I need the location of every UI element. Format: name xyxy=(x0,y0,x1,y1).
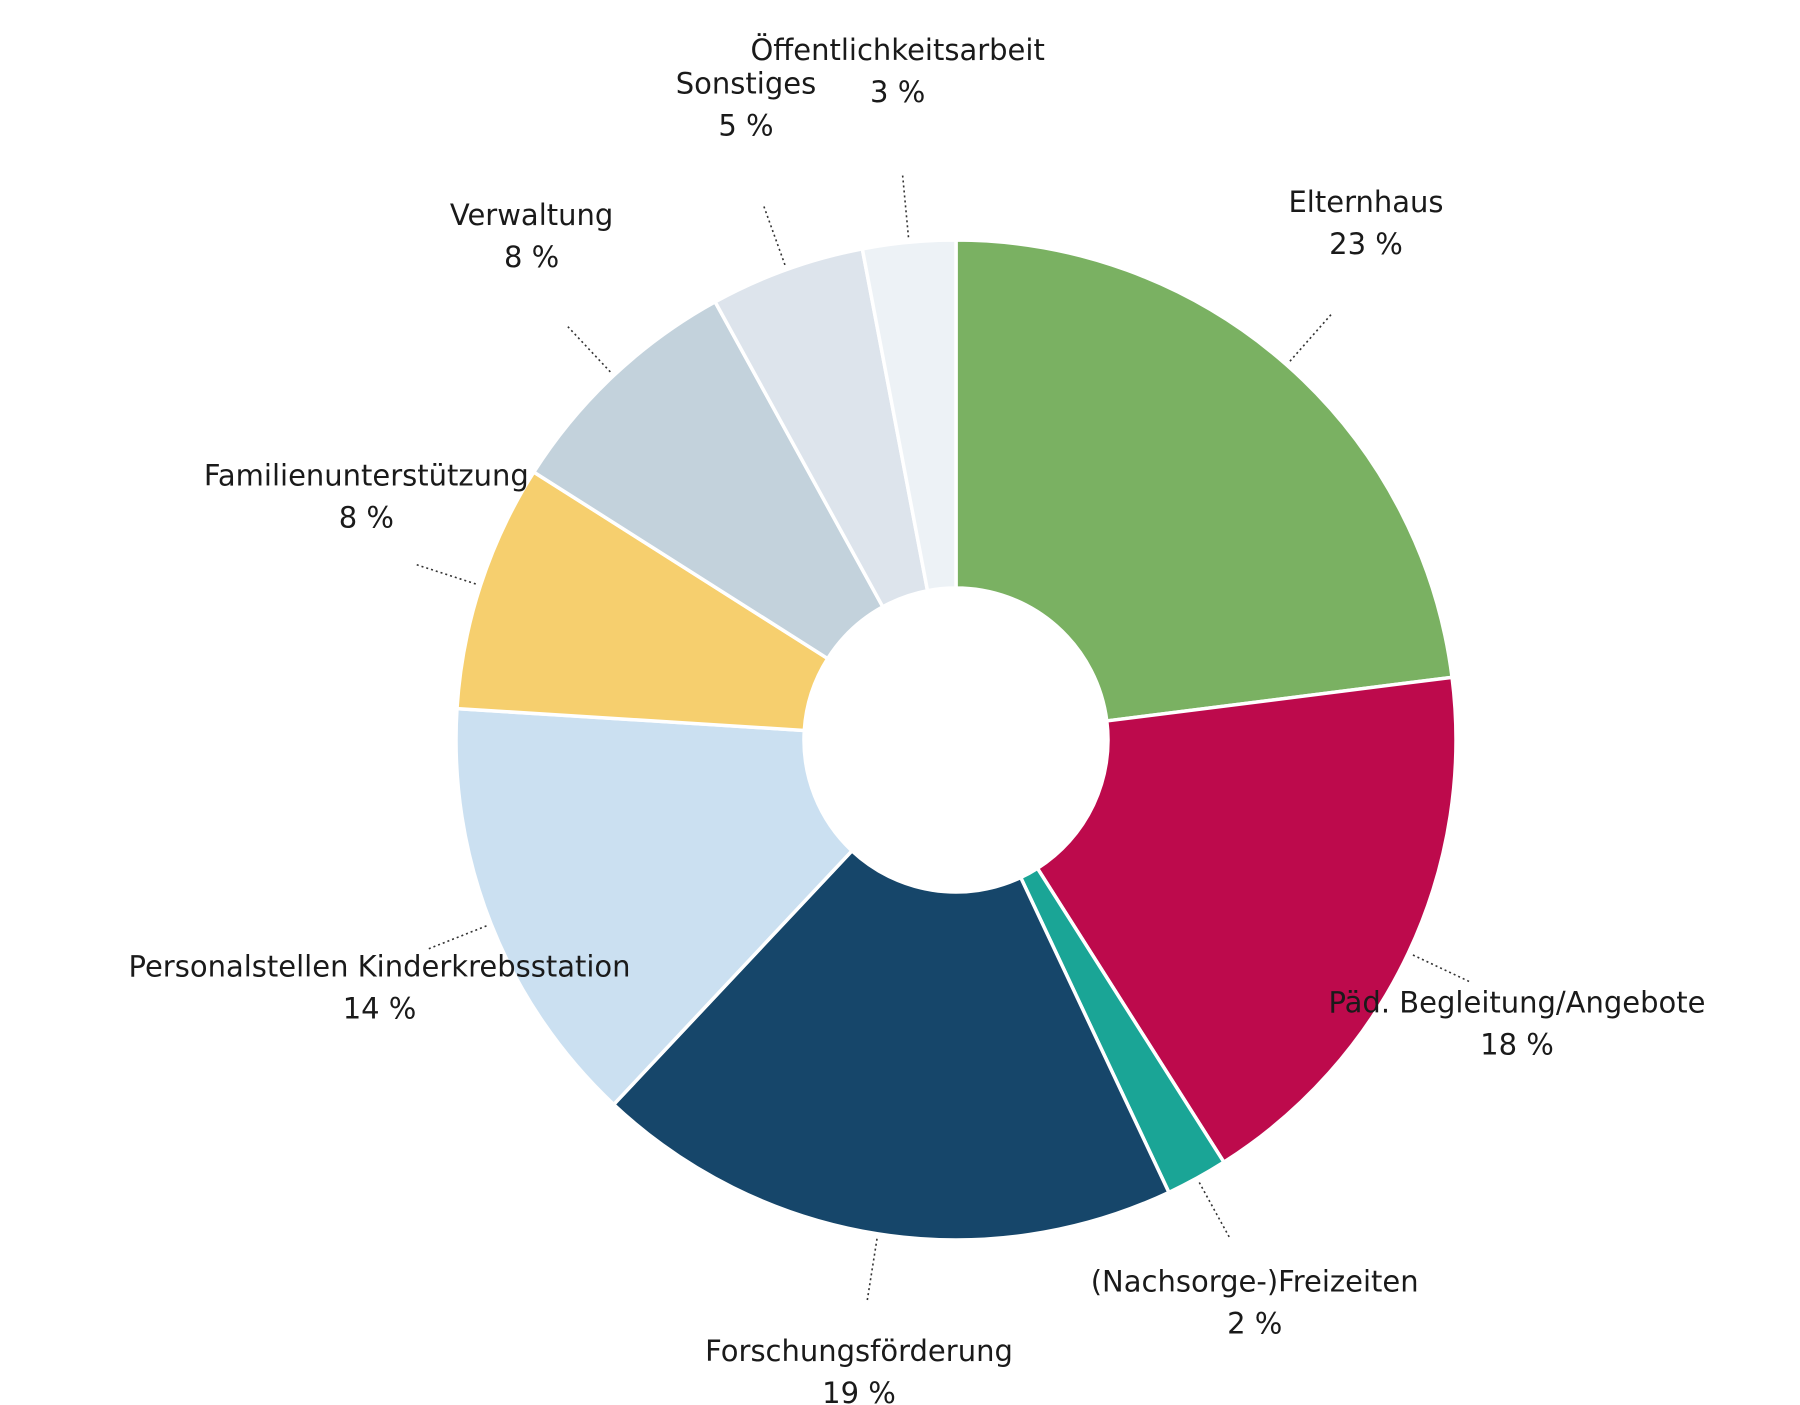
value-verwaltung: 8 % xyxy=(504,240,559,274)
leader-personalstellen-kinderkrebsstation xyxy=(427,925,487,950)
leader-familienunterstutzung xyxy=(415,563,476,585)
leader-elternhaus xyxy=(1289,313,1333,362)
value-elternhaus: 23 % xyxy=(1329,227,1403,261)
label-sonstiges: Sonstiges xyxy=(676,67,816,101)
chart-leader-lines xyxy=(415,174,1471,1302)
label-pad-begleitung-angebote: Päd. Begleitung/Angebote xyxy=(1328,985,1705,1019)
label-personalstellen-kinderkrebsstation: Personalstellen Kinderkrebsstation xyxy=(129,950,631,984)
slice-elternhaus xyxy=(954,238,1454,723)
leader-forschungsforderung xyxy=(866,1238,878,1302)
label-offentlichkeitsarbeit: Öffentlichkeitsarbeit xyxy=(750,33,1044,67)
slice-verwaltung xyxy=(532,300,885,661)
label-familienunterstutzung: Familienunterstützung xyxy=(204,458,529,492)
chart-slices xyxy=(454,238,1458,1242)
leader-verwaltung xyxy=(566,325,611,373)
slice-forschungsforderung xyxy=(611,849,1171,1242)
slice-pad-begleitung-angebote xyxy=(1035,675,1458,1164)
leader-nachsorge-freizeiten xyxy=(1198,1182,1231,1239)
value-forschungsforderung: 19 % xyxy=(822,1376,896,1405)
leader-offentlichkeitsarbeit xyxy=(901,174,910,238)
value-offentlichkeitsarbeit: 3 % xyxy=(870,75,925,109)
value-nachsorge-freizeiten: 2 % xyxy=(1227,1307,1282,1341)
chart-labels: Elternhaus 23 % Päd. Begleitung/Angebote 18… xyxy=(129,33,1706,1405)
leader-pad-begleitung-angebote xyxy=(1412,954,1471,983)
label-elternhaus: Elternhaus xyxy=(1288,185,1443,219)
value-pad-begleitung-angebote: 18 % xyxy=(1480,1027,1554,1061)
label-verwaltung: Verwaltung xyxy=(450,198,613,232)
label-nachsorge-freizeiten: (Nachsorge-)Freizeiten xyxy=(1091,1265,1419,1299)
value-personalstellen-kinderkrebsstation: 14 % xyxy=(343,992,417,1026)
label-forschungsforderung: Forschungsförderung xyxy=(705,1334,1013,1368)
slice-offentlichkeitsarbeit xyxy=(860,238,958,593)
value-sonstiges: 5 % xyxy=(718,109,773,143)
slice-familienunterstutzung xyxy=(455,470,830,733)
leader-sonstiges xyxy=(762,205,786,266)
slice-personalstellen-kinderkrebsstation xyxy=(454,706,854,1107)
value-familienunterstutzung: 8 % xyxy=(339,500,394,534)
